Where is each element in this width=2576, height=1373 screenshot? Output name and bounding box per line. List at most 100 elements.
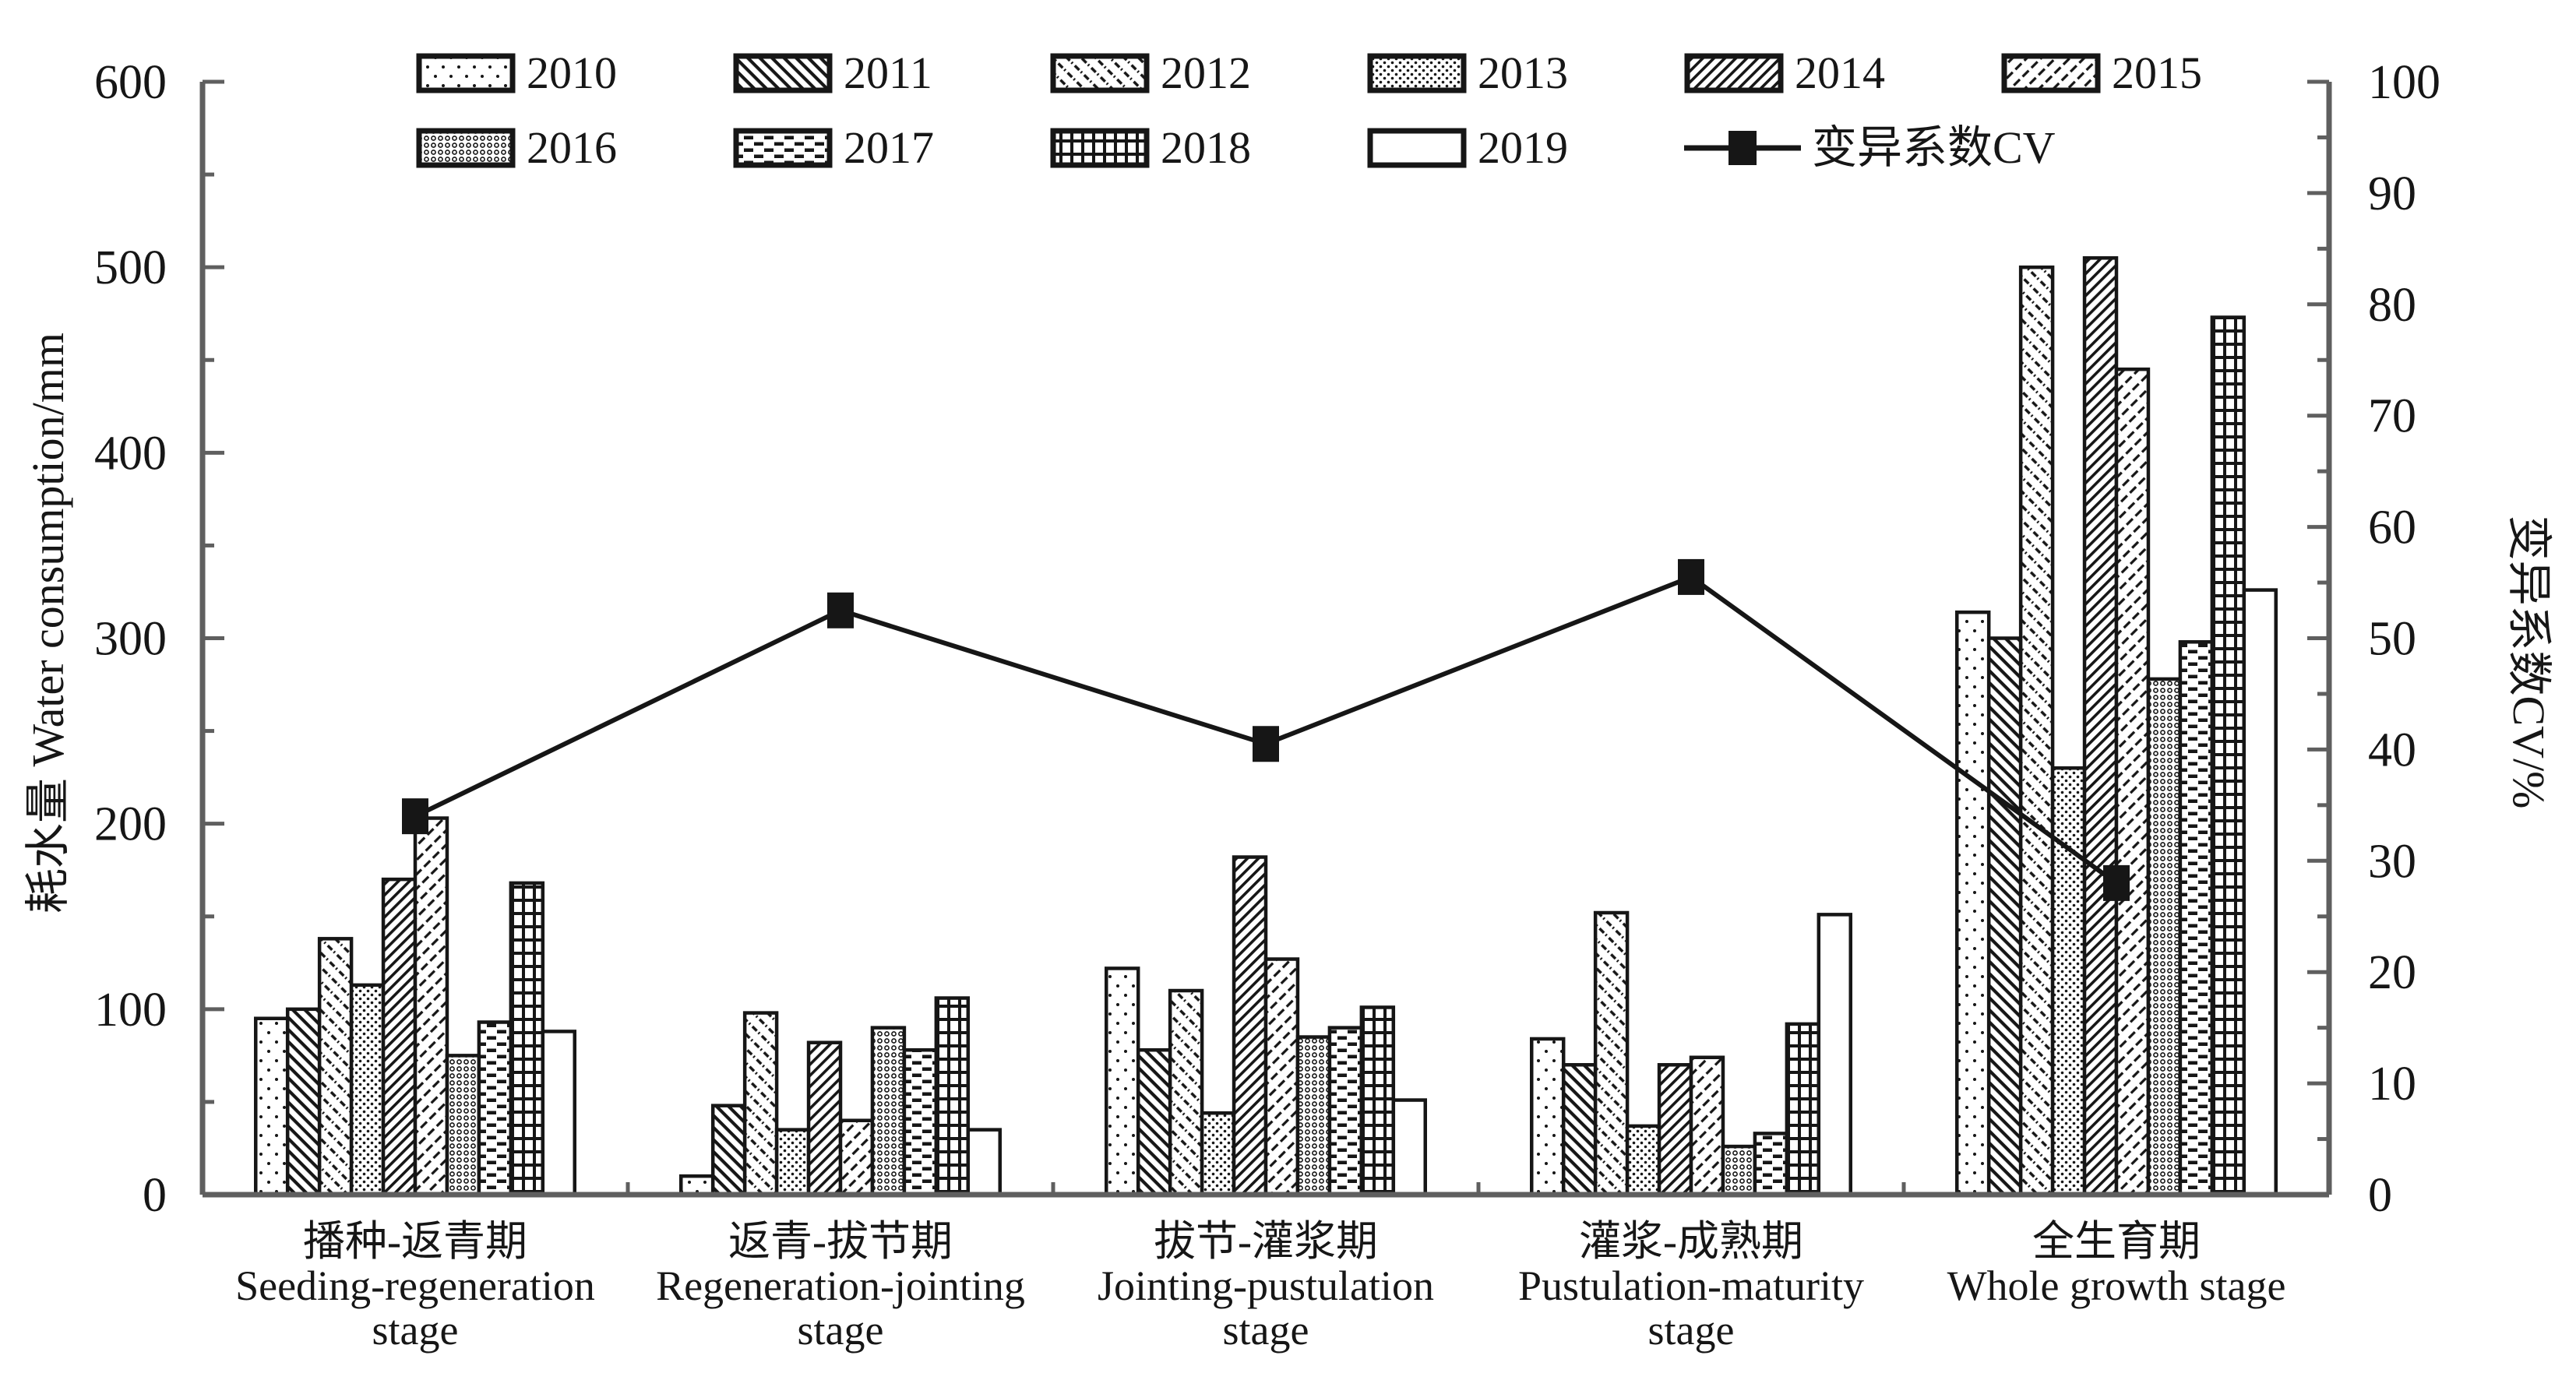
bar-2013 (1625, 1124, 1662, 1197)
bar-2011 (1986, 636, 2023, 1197)
legend-key-2014-icon (1684, 53, 1784, 93)
bar-2019 (1391, 1098, 1428, 1197)
legend-key-2016-icon (416, 128, 516, 168)
legend-item-2011: 2011 (733, 51, 1050, 96)
legend-item-label: 2016 (527, 122, 617, 173)
bar-2014 (806, 1040, 843, 1197)
left-tick-label: 0 (143, 1169, 167, 1222)
bar-2011 (1561, 1063, 1598, 1197)
bar-2019 (2242, 588, 2278, 1197)
legend-item-label: 2012 (1161, 48, 1251, 98)
bar-2018 (509, 881, 545, 1197)
legend-item-2019: 2019 (1367, 125, 1684, 171)
cv-line-layer (402, 558, 2130, 901)
legend-key-2013-icon (1367, 53, 1467, 93)
legend-key-cv-line-icon (1684, 131, 1801, 165)
bar-2013 (774, 1128, 811, 1197)
legend-item-2012: 2012 (1050, 51, 1367, 96)
bar-2017 (2178, 640, 2215, 1197)
axis-labels-layer: 0 100 200 300 400 500 600 0 10 20 30 40 50 60 70 80 90 10… (94, 56, 2440, 1354)
right-tick-label: 20 (2368, 946, 2416, 999)
bar-2015 (2114, 367, 2151, 1197)
bar-2013 (1200, 1111, 1236, 1197)
legend-item-2015: 2015 (2001, 51, 2318, 96)
bar-2012 (1593, 910, 1630, 1197)
bar-2014 (381, 877, 418, 1197)
category-label: 播种-返青期 (303, 1218, 527, 1265)
legend-item-label: 2018 (1161, 122, 1251, 173)
category-label: 全生育期 (2032, 1218, 2201, 1265)
right-tick-label: 100 (2368, 56, 2440, 109)
legend-key-2012-icon (1050, 53, 1150, 93)
bar-2016 (445, 1054, 481, 1197)
left-tick-label: 600 (94, 56, 167, 109)
legend-key-2017-icon (733, 128, 833, 168)
legend-item-label: 2010 (527, 48, 617, 98)
legend-item-label: 2015 (2112, 48, 2202, 98)
left-tick-label: 400 (94, 427, 167, 480)
bar-2017 (1753, 1132, 1789, 1197)
bar-2010 (254, 1016, 290, 1197)
legend: 2010 2011 2012 2013 2014 2015 2016 2017 2018 2019… (416, 36, 2318, 185)
legend-key-2015-icon (2001, 53, 2101, 93)
category-label: Pustulation-maturity (1518, 1262, 1864, 1309)
bar-2011 (710, 1104, 747, 1197)
category-label: 拔节-灌浆期 (1154, 1218, 1378, 1265)
bar-2010 (1955, 610, 1991, 1197)
category-label: Whole growth stage (1947, 1262, 2286, 1309)
legend-item-cv: 变异系数CV (1684, 125, 2056, 171)
bar-2015 (838, 1118, 875, 1197)
bar-2014 (1232, 855, 1268, 1197)
category-label: 返青-拔节期 (728, 1218, 953, 1265)
right-tick-label: 30 (2368, 835, 2416, 888)
bar-2013 (349, 983, 386, 1197)
right-tick-label: 90 (2368, 167, 2416, 220)
category-label: stage (798, 1307, 884, 1354)
cv-marker (1678, 558, 1704, 595)
bar-2011 (285, 1007, 322, 1197)
legend-row-1: 2010 2011 2012 2013 2014 2015 (416, 36, 2318, 111)
category-label: 灌浆-成熟期 (1579, 1218, 1803, 1265)
axes-layer (199, 79, 2332, 1198)
cv-marker (2103, 864, 2130, 901)
bar-2019 (1817, 913, 1853, 1197)
legend-item-2017: 2017 (733, 125, 1050, 171)
bar-2010 (679, 1174, 715, 1197)
category-label: stage (372, 1307, 459, 1354)
bar-2017 (902, 1047, 939, 1197)
bar-2017 (1327, 1026, 1364, 1197)
legend-item-2010: 2010 (416, 51, 733, 96)
bar-2010 (1530, 1037, 1566, 1197)
legend-item-label: 2011 (844, 48, 932, 98)
bar-2011 (1136, 1047, 1172, 1197)
right-tick-label: 0 (2368, 1169, 2392, 1222)
bar-2014 (2082, 256, 2119, 1197)
left-tick-label: 500 (94, 241, 167, 294)
legend-key-2018-icon (1050, 128, 1150, 168)
legend-item-label: 变异系数CV (1812, 122, 2056, 173)
legend-item-label: 2019 (1478, 122, 1568, 173)
left-tick-label: 100 (94, 984, 167, 1037)
legend-item-2014: 2014 (1684, 51, 2001, 96)
legend-item-label: 2017 (844, 122, 934, 173)
bar-2014 (1657, 1063, 1693, 1197)
bar-2018 (1785, 1022, 1821, 1197)
right-tick-label: 70 (2368, 390, 2416, 443)
left-tick-label: 300 (94, 613, 167, 666)
bar-2015 (1689, 1055, 1725, 1197)
legend-item-2018: 2018 (1050, 125, 1367, 171)
bar-2016 (1295, 1035, 1332, 1197)
right-tick-label: 60 (2368, 502, 2416, 554)
bar-2018 (2210, 315, 2247, 1197)
bar-2016 (2146, 677, 2183, 1197)
category-label: Seeding-regeneration (235, 1262, 595, 1309)
legend-key-2011-icon (733, 53, 833, 93)
bar-2012 (742, 1011, 779, 1197)
bar-2015 (1263, 957, 1300, 1197)
bar-2017 (477, 1020, 513, 1197)
cv-marker (1253, 726, 1279, 762)
legend-row-2: 2016 2017 2018 2019 变异系数CV (416, 111, 2318, 185)
category-label: Jointing-pustulation (1098, 1262, 1434, 1309)
